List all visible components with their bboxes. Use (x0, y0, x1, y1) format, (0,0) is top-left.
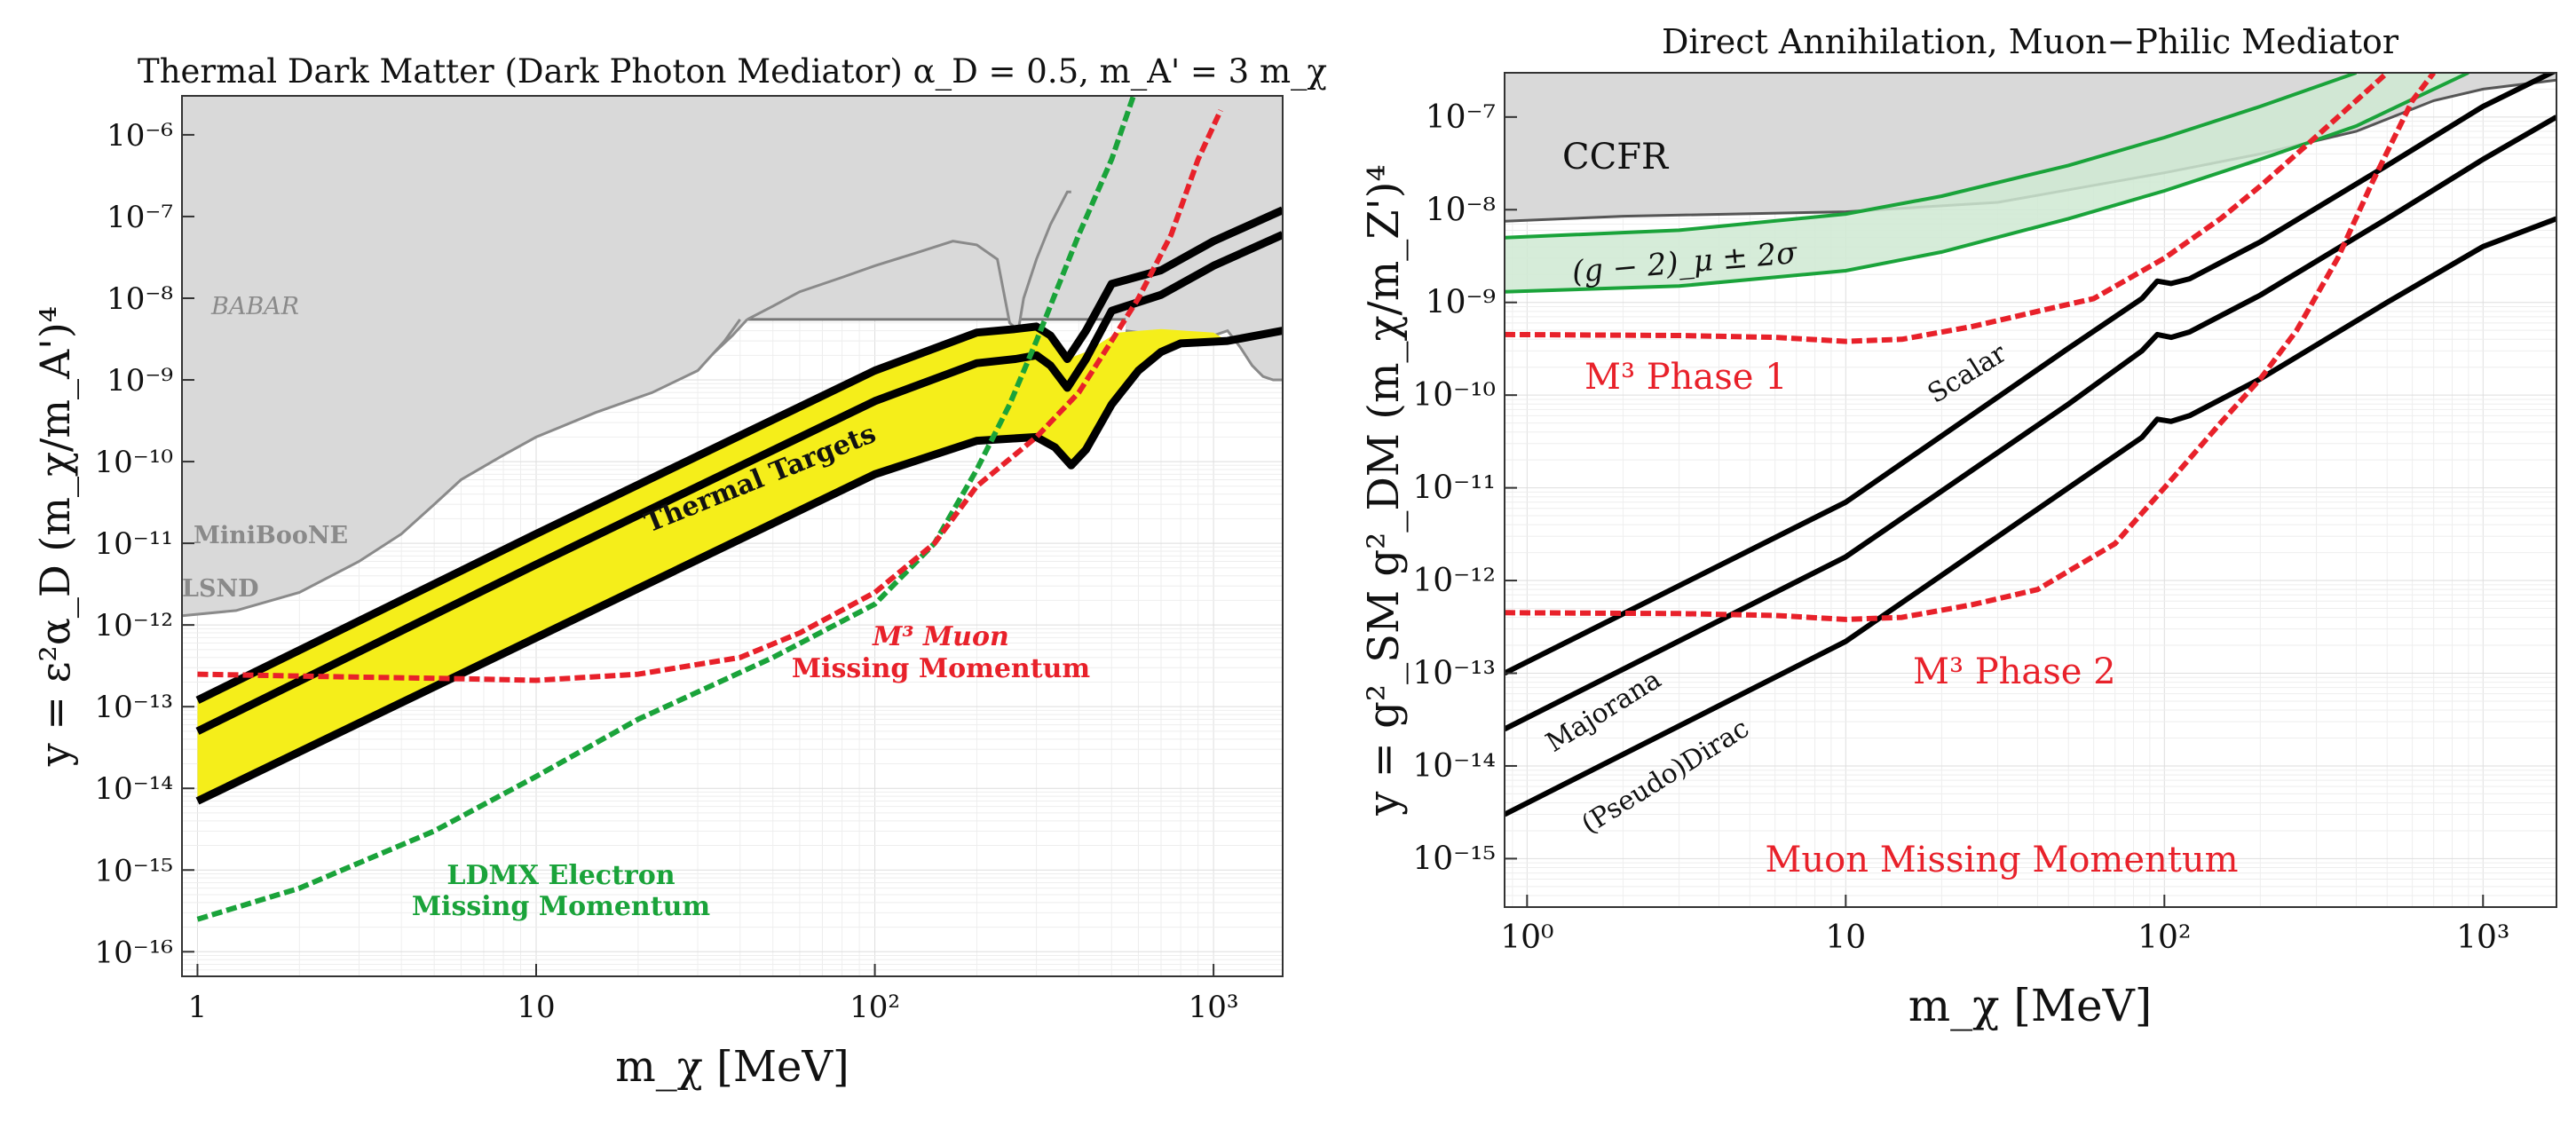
y-tick-label: 10⁻¹³ (95, 690, 173, 725)
label-lsnd: LSND (182, 575, 259, 603)
right-x-ticks: 10⁰ 10 10² 10³ (1500, 895, 2509, 956)
right-y-axis-label: y = g²_SM g²_DM (m_χ/m_Z')⁴ (1359, 164, 1409, 817)
left-excluded-regions (182, 96, 1283, 618)
y-tick-label: 10⁻⁷ (1426, 99, 1496, 136)
label-muon-missing-momentum: Muon Missing Momentum (1765, 840, 2238, 880)
left-y-axis-label: y = ε²α_D (m_χ/m_A')⁴ (31, 306, 79, 767)
line-pseudo-dirac (1505, 216, 2556, 817)
y-tick-label: 10⁻⁶ (107, 118, 173, 154)
right-bands (1505, 73, 2469, 292)
y-tick-label: 10⁻⁸ (107, 281, 173, 317)
right-y-ticks: 10⁻¹⁵ 10⁻¹⁴ 10⁻¹³ 10⁻¹² 10⁻¹¹ 10⁻¹⁰ 10⁻⁹ 10⁻⁸ 10… (1412, 99, 1517, 877)
x-tick-label: 10² (849, 990, 900, 1025)
y-tick-label: 10⁻¹⁶ (95, 935, 173, 970)
left-x-axis-label: m_χ [MeV] (615, 1042, 849, 1092)
line-majorana (1505, 114, 2556, 732)
left-lines (195, 96, 1283, 922)
y-tick-label: 10⁻⁷ (107, 200, 173, 235)
label-m3-phase1: M³ Phase 1 (1584, 357, 1788, 398)
left-bands (197, 326, 1228, 801)
projection-m-phase-2 (1505, 73, 2437, 622)
x-tick-label: 10⁰ (1500, 920, 1553, 956)
line-scalar (1505, 73, 2556, 676)
x-tick-label: 10³ (1189, 990, 1239, 1025)
y-tick-label: 10⁻¹⁴ (1412, 748, 1496, 785)
y-tick-label: 10⁻¹¹ (1412, 470, 1496, 507)
y-tick-label: 10⁻¹⁰ (95, 445, 173, 480)
projection-m-phase-1 (1505, 73, 2390, 344)
region-edge-upper-bound (747, 190, 1071, 334)
projection-m-muon-missing-momentum (197, 108, 1223, 683)
label-m3-muon: M³ Muon (872, 621, 1009, 652)
y-tick-label: 10⁻¹² (1412, 563, 1496, 599)
y-tick-label: 10⁻⁸ (1426, 192, 1496, 228)
label-ccfr: CCFR (1562, 137, 1670, 178)
band-g-2-2 (1505, 73, 2469, 292)
y-tick-label: 10⁻⁹ (107, 363, 173, 399)
y-tick-label: 10⁻¹⁵ (95, 853, 173, 888)
right-lines (1505, 73, 2556, 817)
right-chart: Direct Annihilation, Muon−Philic Mediato… (1359, 22, 2557, 1031)
label-babar: BABAR (210, 293, 299, 320)
region-fill-heavy-region (1126, 96, 1283, 380)
region-fill-upper-bound (747, 96, 1071, 331)
label-m3-phase2: M³ Phase 2 (1913, 651, 2116, 692)
band-edge-upper-g-2-2 (1505, 73, 2358, 240)
label-ldmx: LDMX Electron (446, 860, 675, 891)
left-chart-title: Thermal Dark Matter (Dark Photon Mediato… (138, 52, 1327, 91)
y-tick-label: 10⁻¹⁵ (1412, 841, 1496, 877)
x-tick-label: 10² (2137, 920, 2191, 956)
y-tick-label: 10⁻¹⁰ (1412, 377, 1496, 414)
y-tick-label: 10⁻¹¹ (95, 526, 173, 562)
x-tick-label: 10 (1825, 920, 1866, 956)
left-y-ticks: 10⁻¹⁶ 10⁻¹⁵ 10⁻¹⁴ 10⁻¹³ 10⁻¹² 10⁻¹¹ 10⁻¹⁰ 10⁻⁹ 1… (95, 118, 194, 970)
line-thermal-black-mid (195, 231, 1283, 735)
line-thermal-black-lower (195, 327, 1283, 805)
band-thermal-targets (197, 326, 1228, 801)
y-tick-label: 10⁻¹² (95, 608, 173, 643)
right-x-axis-label: m_χ [MeV] (1908, 980, 2153, 1031)
y-tick-label: 10⁻¹⁴ (95, 771, 173, 807)
left-x-ticks: 1 10 10² 10³ (188, 964, 1239, 1025)
left-plot-frame (181, 95, 1284, 977)
region-edge-lsnd (182, 319, 741, 618)
right-plot-frame (1504, 72, 2557, 908)
line-thermal-black-upper (195, 206, 1283, 704)
region-fill-lsnd (182, 96, 740, 616)
label-m3-missing-momentum: Missing Momentum (792, 653, 1091, 684)
left-chart: Thermal Dark Matter (Dark Photon Mediato… (31, 52, 1327, 1092)
x-tick-label: 10 (517, 990, 555, 1025)
label-ldmx-missing-momentum: Missing Momentum (412, 891, 711, 922)
label-miniboone: MiniBooNE (194, 522, 348, 549)
x-tick-label: 10³ (2456, 920, 2509, 956)
y-tick-label: 10⁻¹³ (1412, 655, 1496, 691)
x-tick-label: 1 (188, 990, 208, 1025)
band-edge-lower-g-2-2 (1505, 73, 2469, 294)
right-chart-title: Direct Annihilation, Muon−Philic Mediato… (1662, 22, 2399, 61)
y-tick-label: 10⁻⁹ (1426, 285, 1496, 321)
